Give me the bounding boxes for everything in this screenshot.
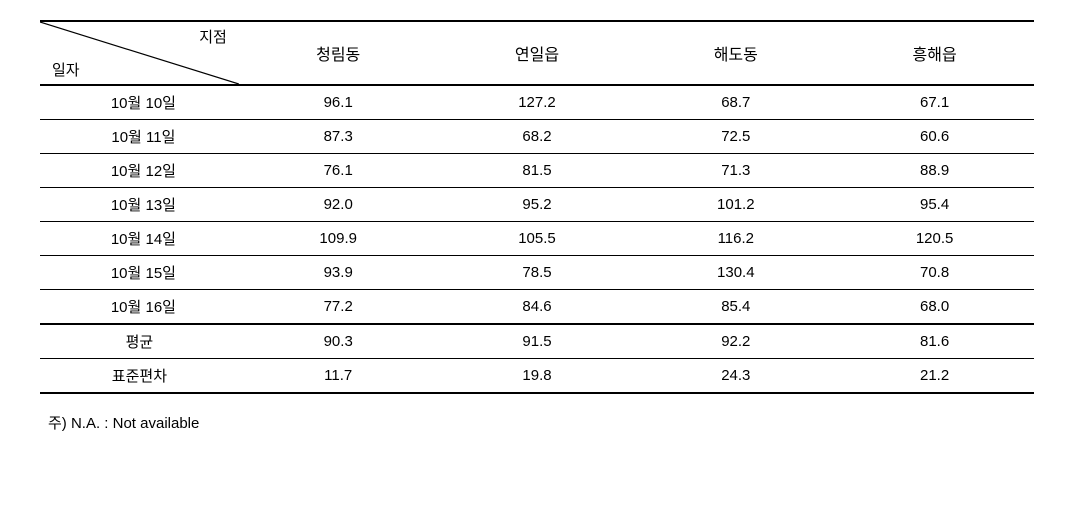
value-cell: 87.3: [239, 120, 438, 154]
value-cell: 93.9: [239, 256, 438, 290]
value-cell: 116.2: [636, 222, 835, 256]
footnote-text: 주) N.A. : Not available: [40, 412, 1034, 433]
table-row: 10월 12일 76.1 81.5 71.3 88.9: [40, 154, 1034, 188]
value-cell: 92.0: [239, 188, 438, 222]
column-header: 연일읍: [438, 21, 637, 85]
table-row: 10월 14일 109.9 105.5 116.2 120.5: [40, 222, 1034, 256]
summary-row: 표준편차 11.7 19.8 24.3 21.2: [40, 359, 1034, 394]
value-cell: 130.4: [636, 256, 835, 290]
value-cell: 76.1: [239, 154, 438, 188]
value-cell: 92.2: [636, 324, 835, 359]
column-header: 흥해읍: [835, 21, 1034, 85]
value-cell: 11.7: [239, 359, 438, 394]
value-cell: 90.3: [239, 324, 438, 359]
summary-label-cell: 평균: [40, 324, 239, 359]
table-header: 지점 일자 청림동 연일읍 해도동 흥해읍: [40, 21, 1034, 85]
date-cell: 10월 15일: [40, 256, 239, 290]
diagonal-header-cell: 지점 일자: [40, 21, 239, 85]
value-cell: 81.5: [438, 154, 637, 188]
header-row: 지점 일자 청림동 연일읍 해도동 흥해읍: [40, 21, 1034, 85]
column-header: 청림동: [239, 21, 438, 85]
table-row: 10월 11일 87.3 68.2 72.5 60.6: [40, 120, 1034, 154]
column-header: 해도동: [636, 21, 835, 85]
value-cell: 95.4: [835, 188, 1034, 222]
summary-row: 평균 90.3 91.5 92.2 81.6: [40, 324, 1034, 359]
value-cell: 127.2: [438, 85, 637, 120]
value-cell: 81.6: [835, 324, 1034, 359]
table-body: 10월 10일 96.1 127.2 68.7 67.1 10월 11일 87.…: [40, 85, 1034, 393]
value-cell: 67.1: [835, 85, 1034, 120]
value-cell: 84.6: [438, 290, 637, 325]
value-cell: 19.8: [438, 359, 637, 394]
date-cell: 10월 12일: [40, 154, 239, 188]
value-cell: 105.5: [438, 222, 637, 256]
value-cell: 24.3: [636, 359, 835, 394]
value-cell: 68.7: [636, 85, 835, 120]
value-cell: 120.5: [835, 222, 1034, 256]
table-row: 10월 10일 96.1 127.2 68.7 67.1: [40, 85, 1034, 120]
date-cell: 10월 11일: [40, 120, 239, 154]
value-cell: 72.5: [636, 120, 835, 154]
date-cell: 10월 16일: [40, 290, 239, 325]
data-table: 지점 일자 청림동 연일읍 해도동 흥해읍 10월 10일 96.1 127.2…: [40, 20, 1034, 394]
value-cell: 91.5: [438, 324, 637, 359]
summary-label-cell: 표준편차: [40, 359, 239, 394]
table-row: 10월 15일 93.9 78.5 130.4 70.8: [40, 256, 1034, 290]
value-cell: 60.6: [835, 120, 1034, 154]
table-row: 10월 16일 77.2 84.6 85.4 68.0: [40, 290, 1034, 325]
value-cell: 68.0: [835, 290, 1034, 325]
value-cell: 71.3: [636, 154, 835, 188]
value-cell: 68.2: [438, 120, 637, 154]
value-cell: 70.8: [835, 256, 1034, 290]
value-cell: 78.5: [438, 256, 637, 290]
value-cell: 77.2: [239, 290, 438, 325]
date-cell: 10월 13일: [40, 188, 239, 222]
value-cell: 95.2: [438, 188, 637, 222]
value-cell: 96.1: [239, 85, 438, 120]
date-cell: 10월 10일: [40, 85, 239, 120]
value-cell: 109.9: [239, 222, 438, 256]
table-row: 10월 13일 92.0 95.2 101.2 95.4: [40, 188, 1034, 222]
value-cell: 101.2: [636, 188, 835, 222]
value-cell: 21.2: [835, 359, 1034, 394]
diag-header-bottom: 일자: [52, 59, 80, 80]
diag-header-top: 지점: [199, 26, 227, 47]
value-cell: 88.9: [835, 154, 1034, 188]
date-cell: 10월 14일: [40, 222, 239, 256]
value-cell: 85.4: [636, 290, 835, 325]
